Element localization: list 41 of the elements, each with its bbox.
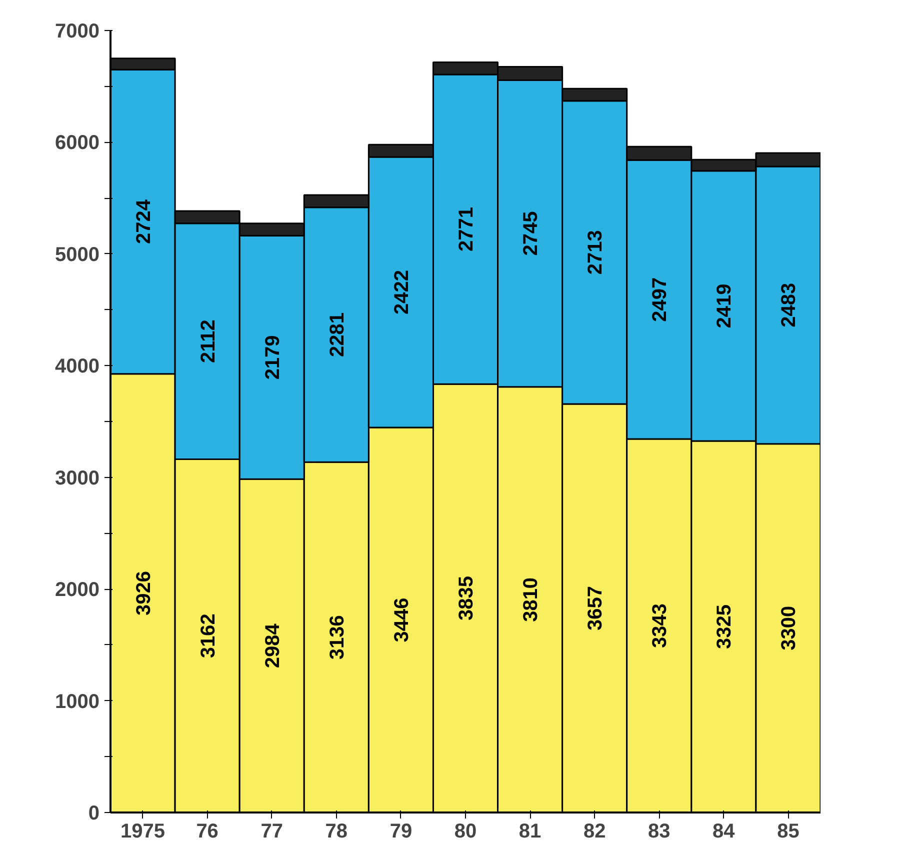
y-tick-label: 7000 bbox=[55, 20, 100, 42]
x-tick-label: 81 bbox=[518, 820, 542, 842]
data-label: 2483 bbox=[778, 282, 800, 328]
x-tick-label: 83 bbox=[648, 820, 670, 842]
data-label: 2497 bbox=[649, 277, 672, 322]
x-tick-label: 80 bbox=[454, 820, 477, 842]
data-label: 2419 bbox=[714, 284, 736, 328]
data-label: 2771 bbox=[456, 207, 478, 252]
data-label: 3926 bbox=[132, 570, 155, 616]
data-label: 3300 bbox=[778, 606, 800, 650]
data-label: 2179 bbox=[262, 335, 284, 380]
x-tick-label: 76 bbox=[196, 820, 218, 842]
data-label: 2112 bbox=[197, 320, 220, 363]
data-label: 3343 bbox=[649, 604, 672, 648]
data-label: 2422 bbox=[390, 270, 413, 314]
data-label: 3835 bbox=[456, 576, 478, 621]
y-tick-label: 3000 bbox=[55, 467, 100, 490]
data-label: 2724 bbox=[132, 198, 155, 244]
x-tick-label: 85 bbox=[777, 820, 800, 842]
y-tick-label: 2000 bbox=[55, 579, 100, 602]
y-tick-label: 5000 bbox=[55, 244, 100, 266]
data-label: 3136 bbox=[326, 615, 348, 660]
data-label: 3810 bbox=[520, 577, 542, 622]
x-tick-label: 82 bbox=[583, 820, 606, 842]
data-label: 3657 bbox=[584, 586, 607, 630]
x-tick-label: 79 bbox=[390, 820, 412, 842]
x-tick-label: 84 bbox=[712, 820, 736, 842]
data-label: 3446 bbox=[390, 598, 413, 642]
data-label: 3162 bbox=[197, 614, 220, 658]
x-tick-label: 1975 bbox=[120, 820, 166, 842]
data-label: 3325 bbox=[714, 604, 736, 650]
data-label: 2713 bbox=[584, 230, 607, 275]
data-label: 2745 bbox=[520, 211, 542, 256]
x-tick-label: 77 bbox=[260, 820, 283, 842]
y-tick-label: 6000 bbox=[55, 132, 100, 154]
y-tick-label: 4000 bbox=[55, 356, 100, 378]
data-label: 2281 bbox=[326, 312, 348, 357]
data-label: 2984 bbox=[262, 622, 284, 668]
x-tick-label: 78 bbox=[325, 820, 348, 842]
y-tick-label: 1000 bbox=[55, 690, 100, 713]
y-tick-label: 0 bbox=[88, 802, 100, 824]
